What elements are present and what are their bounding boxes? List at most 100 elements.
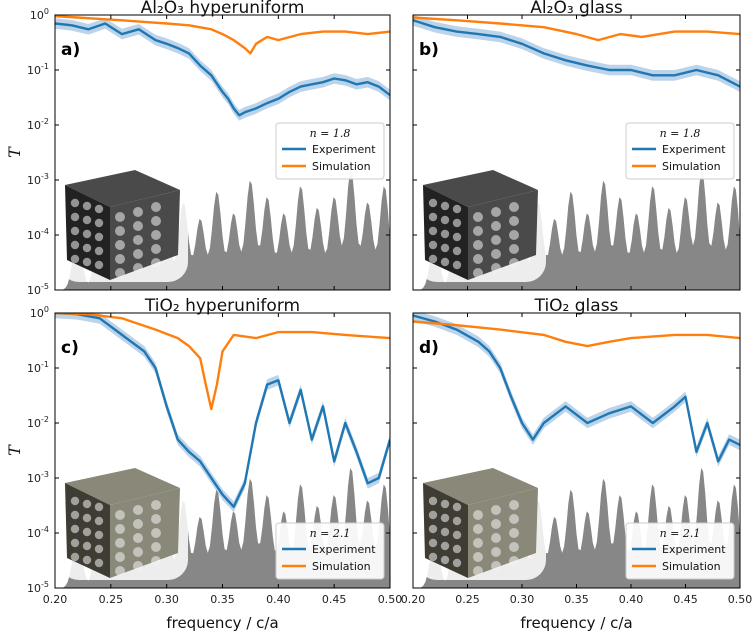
x-tick-label: 0.50 xyxy=(378,593,403,606)
pore xyxy=(115,240,125,250)
cube-right-face xyxy=(110,190,180,280)
pore xyxy=(115,510,125,520)
x-axis-label: frequency / c/a xyxy=(520,614,632,632)
pore xyxy=(473,538,483,548)
inset-cube-image xyxy=(59,153,188,282)
pore xyxy=(115,254,125,264)
simulation-line xyxy=(55,313,390,411)
legend-label-simulation: Simulation xyxy=(312,560,371,573)
pore xyxy=(491,505,501,515)
cube-right-face xyxy=(110,488,180,578)
pore xyxy=(70,552,80,562)
experiment-line xyxy=(413,19,740,88)
panel-label: b) xyxy=(419,40,439,60)
legend-label-simulation: Simulation xyxy=(662,560,721,573)
pore xyxy=(94,246,104,256)
pore xyxy=(473,254,483,264)
y-tick-label: 10-5 xyxy=(27,282,49,297)
y-tick-label: 10-5 xyxy=(27,580,49,595)
pore xyxy=(82,527,92,537)
legend: n = 1.8 Experiment Simulation xyxy=(625,122,735,180)
pore xyxy=(70,240,80,250)
pore xyxy=(151,258,161,268)
pore xyxy=(473,240,483,250)
legend-title: n = 1.8 xyxy=(660,127,701,140)
legend: n = 1.8 Experiment Simulation xyxy=(275,122,385,180)
y-tick-label: 10-2 xyxy=(27,415,49,430)
pore xyxy=(452,530,462,540)
pore xyxy=(94,558,104,568)
pore xyxy=(82,555,92,565)
pore xyxy=(491,221,501,231)
pore xyxy=(473,510,483,520)
legend-label-simulation: Simulation xyxy=(312,160,371,173)
pore xyxy=(440,215,450,225)
experiment-line xyxy=(55,22,390,117)
pore xyxy=(473,552,483,562)
pore xyxy=(151,542,161,552)
pore xyxy=(452,246,462,256)
pore xyxy=(70,538,80,548)
pore xyxy=(428,524,438,534)
x-tick-label: 0.45 xyxy=(322,593,347,606)
plot-area xyxy=(55,15,390,290)
pore xyxy=(509,556,519,566)
legend-label-experiment: Experiment xyxy=(662,543,726,556)
cube-right-face xyxy=(468,190,538,280)
legend-label-simulation: Simulation xyxy=(662,160,721,173)
pore xyxy=(509,258,519,268)
pore xyxy=(115,552,125,562)
pore xyxy=(491,561,501,571)
pore xyxy=(440,555,450,565)
pore xyxy=(440,541,450,551)
x-tick-label: 0.30 xyxy=(510,593,535,606)
y-tick-label: 100 xyxy=(30,7,49,22)
y-tick-label: 10-4 xyxy=(27,227,49,242)
pore xyxy=(115,524,125,534)
pore xyxy=(133,547,143,557)
pore xyxy=(115,538,125,548)
pore xyxy=(151,244,161,254)
pore xyxy=(428,254,438,264)
pore xyxy=(491,533,501,543)
pore xyxy=(452,204,462,214)
pore xyxy=(452,516,462,526)
pore xyxy=(452,218,462,228)
experiment-line xyxy=(55,313,390,508)
pore xyxy=(491,235,501,245)
pore xyxy=(115,268,125,278)
y-tick-label: 10-3 xyxy=(27,172,49,187)
pore xyxy=(473,524,483,534)
pore xyxy=(94,502,104,512)
pore xyxy=(115,212,125,222)
pore xyxy=(440,257,450,267)
pore xyxy=(82,541,92,551)
y-tick-label: 100 xyxy=(30,305,49,320)
panel-label: a) xyxy=(61,40,80,60)
pore xyxy=(94,218,104,228)
pore xyxy=(452,232,462,242)
legend-label-experiment: Experiment xyxy=(312,543,376,556)
y-axis-label: T xyxy=(5,146,24,158)
cube-top-face xyxy=(65,170,180,207)
legend-label-experiment: Experiment xyxy=(312,143,376,156)
x-tick-label: 0.20 xyxy=(401,593,426,606)
pore xyxy=(473,566,483,576)
pore xyxy=(509,542,519,552)
pore xyxy=(440,229,450,239)
legend-title: n = 2.1 xyxy=(660,527,701,540)
pore xyxy=(509,230,519,240)
pore xyxy=(491,249,501,259)
pore xyxy=(452,260,462,270)
pore xyxy=(70,254,80,264)
x-tick-label: 0.35 xyxy=(564,593,589,606)
pore xyxy=(151,514,161,524)
pore xyxy=(428,510,438,520)
pore xyxy=(94,232,104,242)
pore xyxy=(151,556,161,566)
pore xyxy=(491,263,501,273)
x-axis-label: frequency / c/a xyxy=(166,614,278,632)
pore xyxy=(133,263,143,273)
y-tick-label: 10-1 xyxy=(27,360,49,375)
